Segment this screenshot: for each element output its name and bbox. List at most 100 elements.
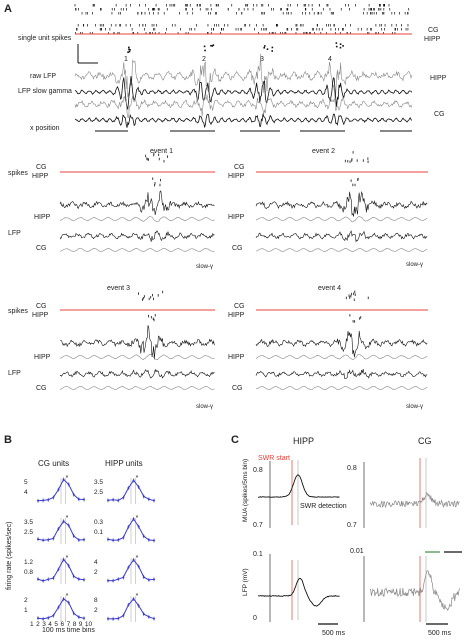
event-4-lfp-cg: CG [232, 385, 243, 392]
event-number-2: 2 [202, 56, 206, 63]
significance-star: * [136, 515, 139, 522]
significance-star: * [136, 593, 139, 600]
firing-rate-line [107, 559, 155, 582]
spike-burst [203, 45, 206, 48]
event-4-title: event 4 [318, 285, 341, 292]
cg-units-title: CG units [38, 459, 69, 468]
event-lfp-hipp-raw [59, 190, 215, 215]
event-number-3: 3 [260, 56, 264, 63]
event-4-slow-gamma: slow-γ [406, 404, 423, 410]
cg-mua-trace [369, 492, 460, 508]
event-3-lfp-hipp: HIPP [34, 354, 51, 361]
region-hipp-label: HIPP [424, 36, 441, 43]
event-lfp-cg-raw [255, 230, 428, 243]
raw-lfp-cg [74, 94, 413, 118]
hipp-title: HIPP [293, 436, 314, 446]
firing-rate-line [37, 558, 85, 582]
hipp-scale-bottom: 2.5 [94, 489, 103, 496]
raw-lfp-label: raw LFP [30, 73, 56, 80]
event-lfp-cg-gamma [256, 248, 428, 252]
event-lfp-cg-raw [59, 230, 215, 242]
spike-burst [128, 46, 130, 49]
event-2-hipp: HIPP [228, 173, 245, 180]
event-4-lfp-hipp: HIPP [228, 354, 245, 361]
cg-scale-bottom: 2.5 [24, 529, 33, 536]
significance-star: * [66, 515, 69, 522]
event-1-slow-gamma: slow-γ [196, 264, 213, 270]
firing-rate-plots: * *543.52.5* *3.52.50.30.1* *1.20.842* *2182… [24, 475, 155, 628]
hipp-scale-top: 8 [94, 597, 98, 604]
event-1-lfp-label: LFP [8, 230, 21, 237]
spike-burst [263, 46, 266, 49]
lfp-tick-bottom: 0 [253, 615, 257, 622]
x-tick-label: 1 [30, 621, 34, 628]
cg-scale-bottom: 0.8 [24, 569, 33, 576]
lfp-hipp-label: HIPP [430, 75, 447, 82]
cg-scale-top: 2 [24, 597, 28, 604]
event-lfp-hipp-gamma [255, 215, 428, 223]
significance-star: * [136, 555, 139, 562]
cg-scale-top: 1.2 [24, 559, 33, 566]
hipp-scale-bottom: 2 [94, 569, 98, 576]
event-lfp-cg-gamma [59, 247, 215, 253]
event-lfp-hipp-raw [255, 190, 428, 217]
hipp-scale-top: 0.3 [94, 519, 103, 526]
hipp-scale-top: 3.5 [94, 479, 103, 486]
cg-lfp-trace [369, 570, 460, 611]
event-2-lfp-cg: CG [232, 245, 243, 252]
spike-burst [335, 42, 338, 44]
significance-star: * [66, 555, 69, 562]
event-4-cg: CG [234, 303, 245, 310]
firing-rate-line [107, 597, 155, 620]
event-3-panel: event 3 spikes CG HIPP LFP HIPP CG slow-… [8, 285, 213, 410]
x-tick-label: 8 [73, 621, 77, 628]
spike-burst [339, 43, 342, 45]
hipp-lfp-trace [257, 577, 340, 607]
cg-scale-bottom: 4 [24, 489, 28, 496]
significance-star: * [66, 593, 69, 600]
slow-gamma-cg [74, 113, 413, 128]
cg-scale-top: 3.5 [24, 519, 33, 526]
cg-mua-tick-top: 0.8 [347, 465, 357, 472]
spike-burst [211, 45, 214, 47]
event-3-cg: CG [36, 303, 47, 310]
event-2-panel: event 2 CG HIPP HIPP CG slow-γ [228, 148, 423, 268]
spike-burst [128, 48, 130, 51]
panel-c-letter: C [231, 434, 239, 446]
spike-burst [271, 50, 274, 52]
event-3-lfp-cg: CG [36, 385, 47, 392]
slow-gamma-hipp [74, 76, 413, 111]
x-tick-label: 9 [79, 621, 83, 628]
spike-burst [339, 46, 342, 49]
event-3-spikes-label: spikes [8, 308, 28, 315]
cg-title: CG [418, 436, 432, 446]
firing-rate-line [37, 520, 85, 541]
spike-burst [266, 48, 269, 50]
spike-burst [210, 44, 212, 47]
event-2-title: event 2 [312, 148, 335, 155]
x-tick-label: 10 [85, 621, 93, 628]
event-1-lfp-cg: CG [36, 245, 47, 252]
event-4-panel: event 4 CG HIPP HIPP CG slow-γ [228, 285, 423, 410]
event-3-slow-gamma: slow-γ [196, 404, 213, 410]
event-lfp-hipp-raw [255, 330, 428, 358]
hipp-scale-top: 4 [94, 559, 98, 566]
event-lfp-hipp-gamma [59, 353, 215, 360]
hipp-mua-trace [257, 474, 340, 498]
top-lfp-traces [74, 53, 413, 128]
region-cg-label: CG [428, 27, 439, 34]
event-1-panel: event 1 spikes CG HIPP LFP HIPP CG slow-… [8, 148, 213, 270]
x-tick-label: 6 [61, 621, 65, 628]
raw-lfp-hipp [74, 53, 413, 98]
event-1-lfp-hipp: HIPP [34, 214, 51, 221]
lfp-cg-label: CG [434, 111, 445, 118]
event-1-hipp: HIPP [32, 173, 49, 180]
hipp-scale-bottom: 0.1 [94, 529, 103, 536]
x-tick-label: 3 [42, 621, 46, 628]
spike-burst [204, 49, 206, 52]
mua-tick-bottom: 0.7 [253, 522, 263, 529]
firing-rate-line [37, 598, 85, 620]
hipp-scale-bottom: 2 [94, 607, 98, 614]
firing-rate-ylabel: firing rate (spikes/sec) [6, 522, 13, 590]
slow-gamma-label: LFP slow gamma [18, 88, 72, 95]
